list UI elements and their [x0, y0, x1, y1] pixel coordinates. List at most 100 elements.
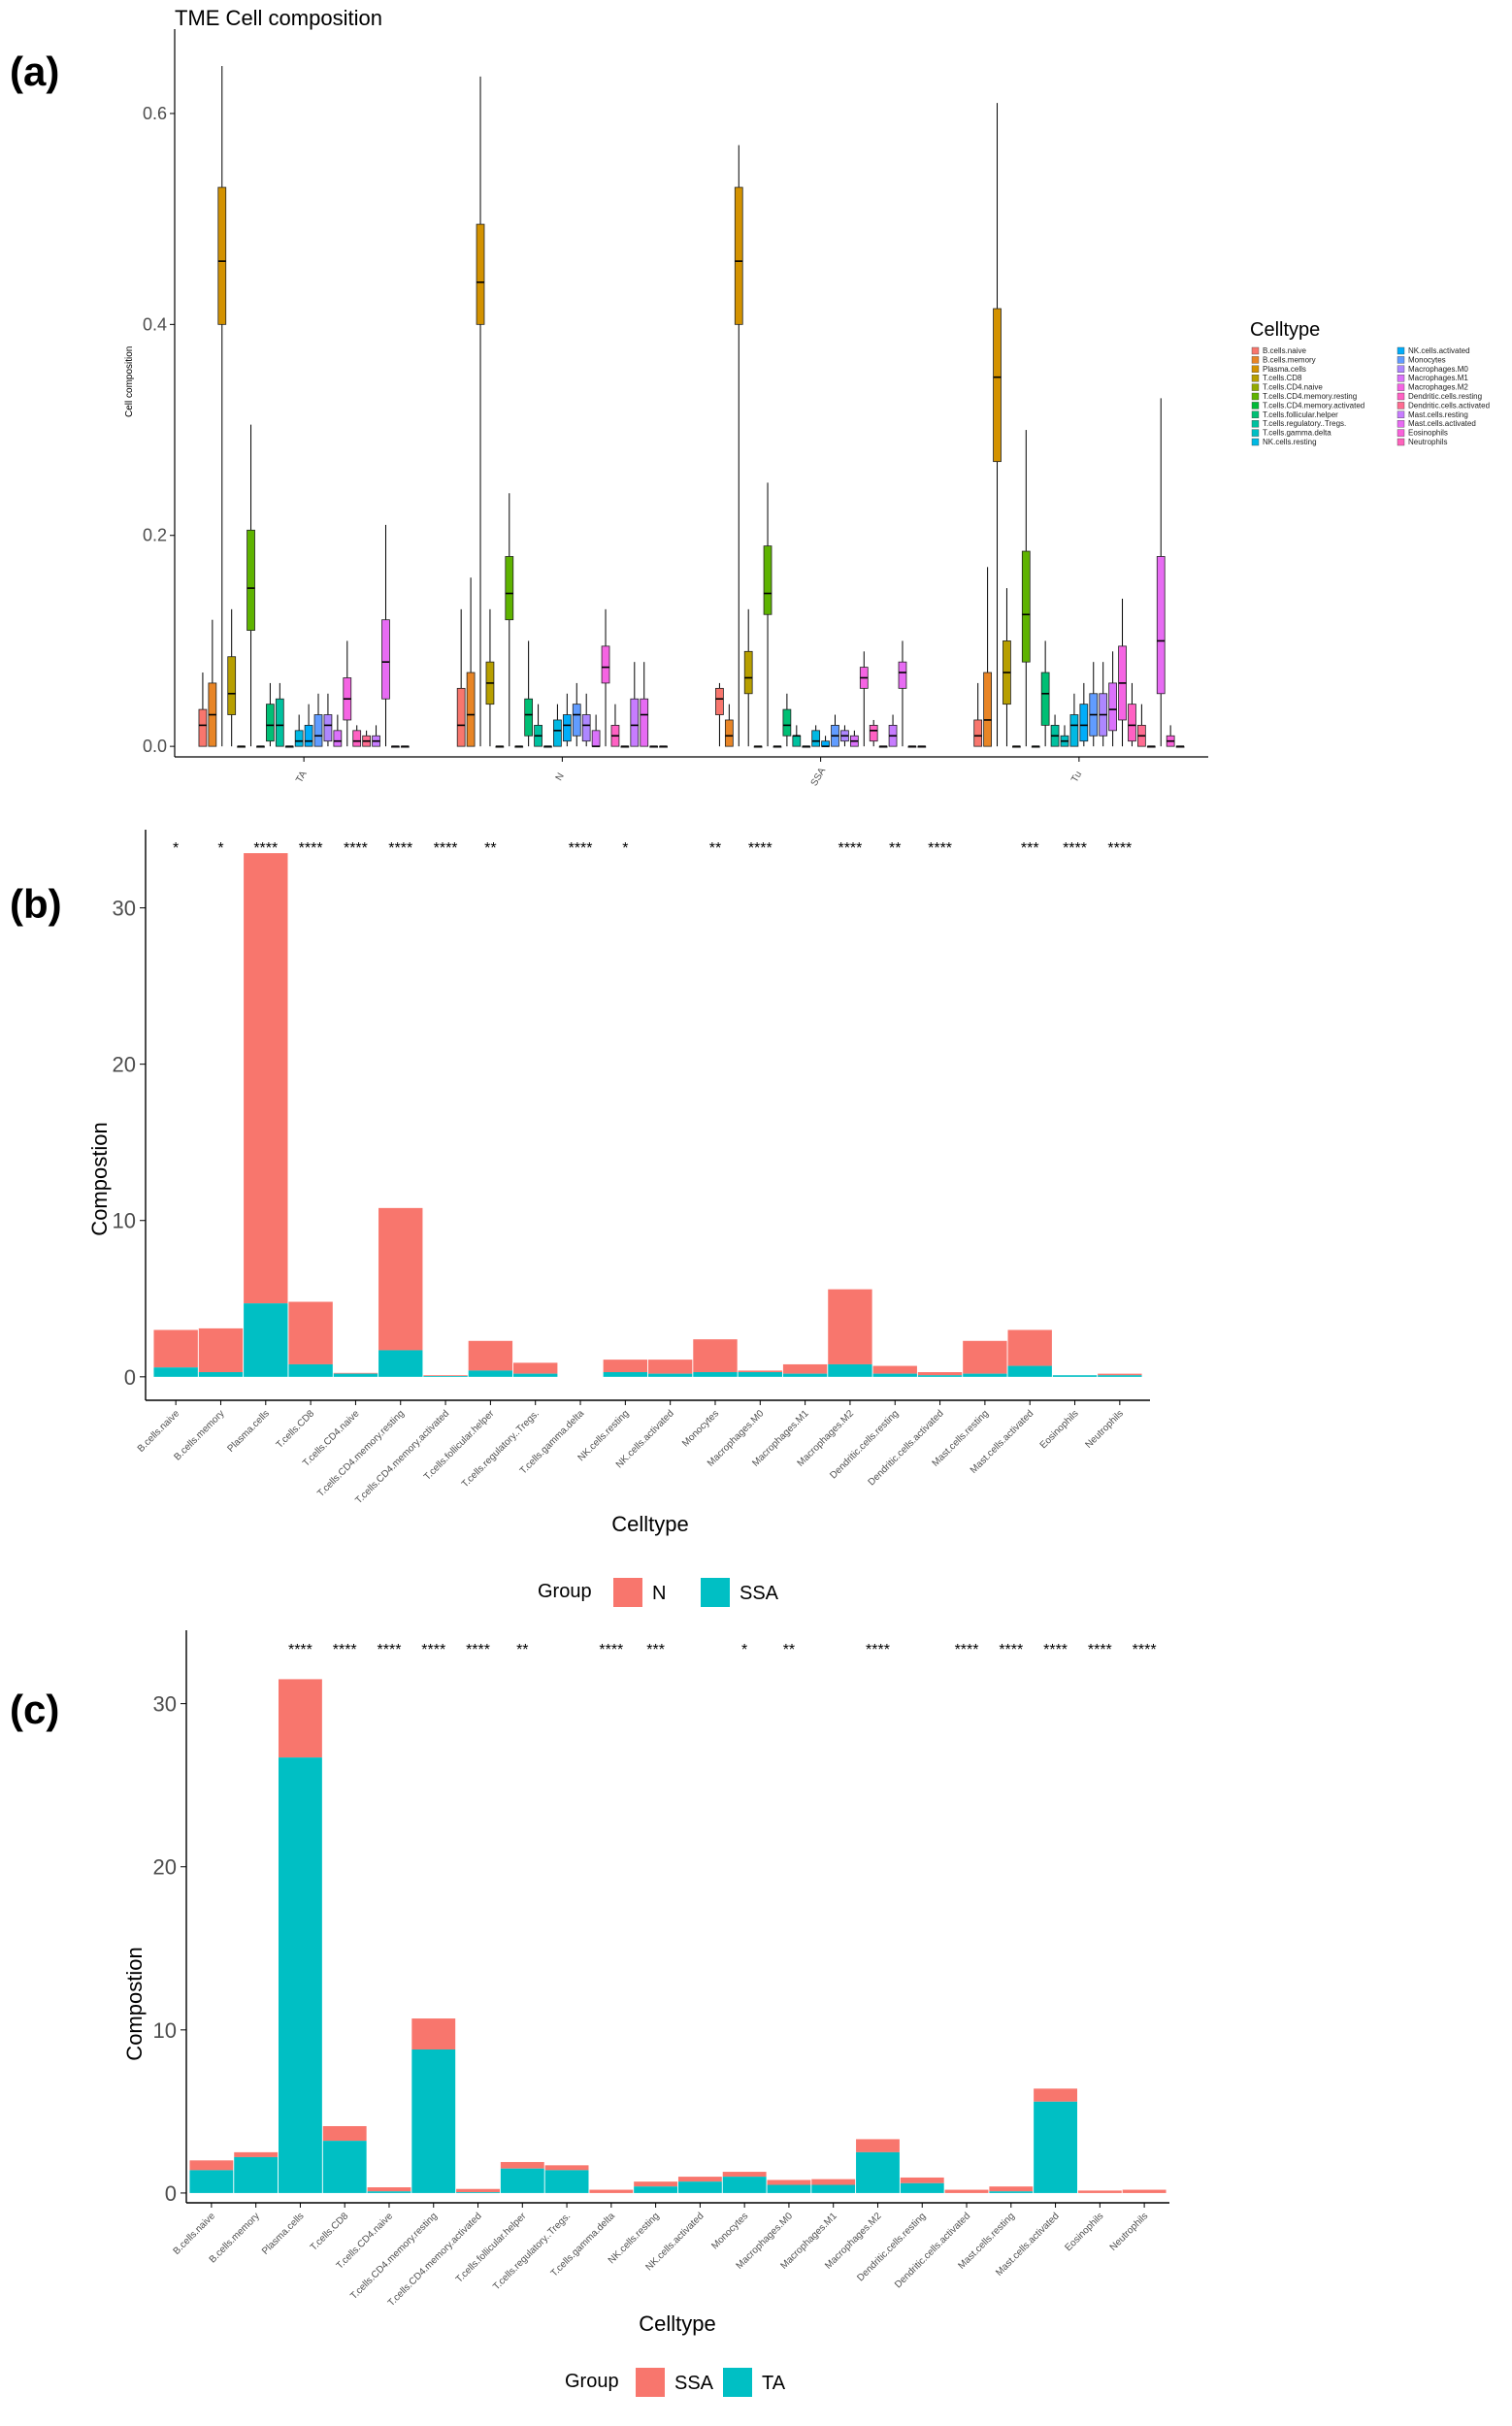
y-axis-label: Compostion [87, 1122, 112, 1235]
bar [722, 2172, 767, 2178]
box [993, 308, 1002, 463]
legend-swatch [1251, 429, 1260, 437]
box [743, 650, 753, 695]
box [524, 698, 534, 737]
legend-swatch [1397, 410, 1405, 418]
significance-label: * [622, 840, 628, 857]
bar [367, 2187, 411, 2192]
legend-swatch [1251, 420, 1260, 428]
bar [153, 1367, 198, 1377]
bar [900, 2177, 944, 2183]
bar [1034, 2101, 1077, 2193]
bar [856, 2151, 900, 2193]
box [898, 661, 907, 689]
box [294, 730, 304, 747]
bar [423, 1376, 468, 1377]
bar [738, 1372, 782, 1377]
bar [603, 1360, 648, 1373]
significance-label: **** [466, 1642, 490, 1658]
y-tick-label: 0.0 [143, 737, 167, 756]
legend-entry: SSA [674, 2373, 714, 2394]
bar [500, 2161, 544, 2169]
bar [322, 2125, 367, 2142]
bar [1098, 1375, 1142, 1377]
x-axis-label: Celltype [611, 1512, 688, 1536]
x-tick-label: T.cells.regulatory..Tregs. [460, 1408, 542, 1490]
bar [738, 1370, 782, 1373]
box [1108, 682, 1117, 732]
bar [189, 2160, 234, 2171]
bar [989, 2191, 1034, 2193]
bar [322, 2141, 367, 2193]
legend-entry: SSA [740, 1583, 779, 1604]
box [456, 687, 466, 747]
bar [589, 2189, 634, 2193]
legend-entry: Eosinophils [1408, 429, 1448, 438]
bar [367, 2191, 411, 2193]
legend-swatch [1251, 438, 1260, 446]
legend-swatch [1397, 420, 1405, 428]
box [581, 714, 591, 742]
bar [279, 1679, 322, 1758]
legend-entry: Macrophages.M0 [1408, 365, 1468, 374]
panel-c-bars: (c) Compostion Celltype 0 10 20 30 B.cells.n… [10, 1630, 1169, 2397]
bar [411, 2018, 456, 2049]
legend-swatch [1251, 356, 1260, 364]
bar [244, 1303, 288, 1377]
significance-label: * [217, 840, 223, 857]
bar [677, 2181, 722, 2193]
significance-label: **** [866, 1642, 890, 1658]
box [821, 740, 830, 747]
box [323, 714, 333, 742]
bar [1007, 1365, 1052, 1377]
bar [693, 1339, 738, 1373]
legend-swatch [723, 2368, 752, 2397]
y-tick-label: 0.2 [143, 526, 167, 545]
box [505, 556, 514, 621]
x-tick-label: Eosinophils [1064, 2211, 1106, 2253]
bar [411, 2049, 456, 2193]
significance-label: **** [253, 840, 278, 857]
significance-label: **** [388, 840, 412, 857]
bar [828, 1289, 872, 1364]
bar [647, 1373, 693, 1377]
box [792, 735, 802, 747]
significance-label: **** [928, 840, 952, 857]
box [572, 704, 581, 737]
x-tick-label: TA [294, 770, 310, 785]
significance-label: * [173, 840, 179, 857]
box [476, 223, 485, 325]
bar [234, 2151, 279, 2157]
panel-c-label: (c) [10, 1687, 59, 1732]
significance-label: **** [955, 1642, 979, 1658]
box [553, 719, 562, 747]
bar [468, 1340, 513, 1371]
x-tick-label: T.cells.CD8 [275, 1408, 317, 1451]
bar [456, 2192, 500, 2193]
box [715, 687, 724, 715]
significance-label: **** [1133, 1642, 1157, 1658]
bar [782, 1373, 828, 1377]
bar [828, 1363, 872, 1377]
significance-label: **** [288, 1642, 312, 1658]
legend-swatch [1397, 346, 1405, 355]
bar [333, 1373, 378, 1377]
bar [963, 1340, 1007, 1374]
legend-swatch [1397, 429, 1405, 437]
x-tick-label: Dendritic.cells.activated [867, 1408, 946, 1488]
box [304, 724, 313, 747]
box [640, 698, 649, 747]
legend-swatch [636, 2368, 665, 2397]
bar [856, 2139, 900, 2152]
x-tick-label: N [554, 771, 567, 783]
bar-series [153, 853, 1142, 1377]
bar [1098, 1373, 1142, 1376]
significance-label: **** [299, 840, 323, 857]
bar [378, 1350, 423, 1377]
bar [234, 2156, 279, 2193]
legend-entry: Mast.cells.resting [1408, 410, 1468, 419]
legend-entry: T.cells.CD4.naive [1263, 383, 1323, 392]
legend-entry: T.cells.gamma.delta [1263, 429, 1331, 438]
legend-swatch [1397, 365, 1405, 373]
significance-label: **** [421, 1642, 445, 1658]
